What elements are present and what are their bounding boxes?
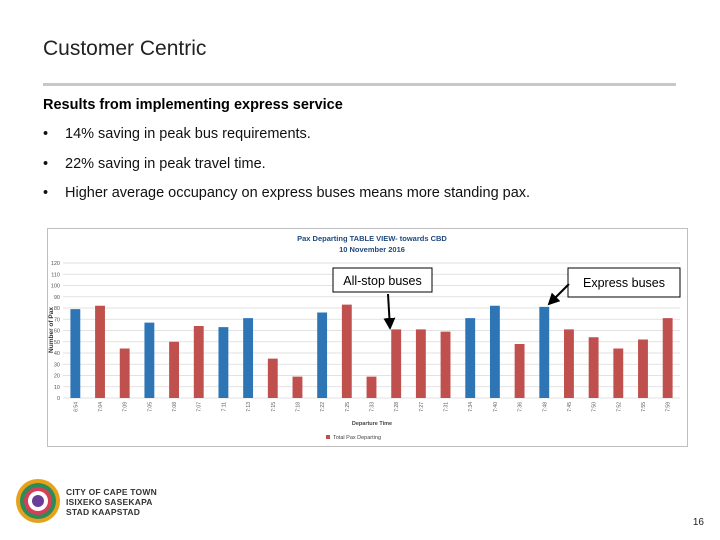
y-tick-label: 40: [54, 351, 60, 357]
bar: [95, 305, 105, 398]
annotation-arrow: [383, 293, 396, 330]
x-tick-label: 6:54: [73, 402, 79, 412]
bullet: • 22% saving in peak travel time.: [43, 156, 266, 172]
bar: [317, 312, 328, 398]
y-tick-label: 50: [54, 340, 60, 346]
bar: [341, 304, 352, 398]
x-tick-label: 7:11: [221, 402, 227, 412]
y-tick-label: 90: [54, 295, 60, 301]
bar: [588, 337, 599, 398]
bar: [415, 329, 426, 398]
x-tick-label: 7:25: [345, 402, 351, 412]
x-tick-label: 7:22: [320, 402, 326, 412]
bar: [70, 309, 81, 398]
logo-text: STAD KAAPSTAD: [66, 507, 141, 517]
annotation-box: [567, 267, 681, 298]
x-tick-label: 7:52: [616, 402, 622, 412]
x-tick-label: 7:13: [246, 402, 252, 412]
bar: [514, 344, 525, 398]
x-tick-label: 7:15: [271, 402, 277, 412]
y-tick-label: 80: [54, 306, 60, 312]
annotation-box: [332, 267, 433, 293]
bar: [391, 329, 402, 398]
x-tick-label: 7:34: [468, 402, 474, 412]
bullet-text: 22% saving in peak travel time.: [65, 156, 266, 172]
y-tick-label: 110: [51, 272, 60, 278]
bar: [169, 341, 179, 398]
bullet-text: Higher average occupancy on express buse…: [65, 185, 531, 201]
title-rule: [43, 83, 676, 86]
x-tick-label: 7:59: [666, 402, 672, 412]
logo-text: ISIXEKO SASEKAPA: [66, 497, 153, 507]
x-tick-label: 7:36: [518, 402, 524, 412]
x-tick-label: 7:07: [197, 402, 203, 412]
bar: [539, 306, 550, 398]
bullet: • 14% saving in peak bus requirements.: [43, 126, 311, 142]
chart-subtitle: 10 November 2016: [339, 245, 405, 254]
y-tick-label: 30: [54, 362, 60, 368]
y-tick-label: 100: [51, 284, 60, 290]
bullet-text: 14% saving in peak bus requirements.: [65, 126, 311, 142]
bar: [564, 329, 574, 398]
x-tick-label: 7:18: [295, 402, 301, 412]
x-tick-label: 7:09: [123, 402, 129, 412]
slide-subtitle: Results from implementing express servic…: [43, 97, 343, 113]
bar: [119, 348, 130, 398]
x-tick-label: 7:48: [542, 402, 548, 412]
bar: [366, 376, 377, 398]
bar: [489, 305, 500, 398]
x-tick-label: 7:55: [641, 402, 647, 412]
x-tick-label: 7:28: [394, 402, 400, 412]
x-tick-label: 7:04: [98, 402, 104, 412]
chart-title: Pax Departing TABLE VIEW- towards CBD: [297, 234, 447, 243]
chart: Pax Departing TABLE VIEW- towards CBD 10…: [47, 228, 688, 447]
bar: [440, 331, 451, 398]
bar: [193, 326, 204, 398]
x-tick-label: 7:33: [370, 402, 376, 412]
x-tick-label: 7:08: [172, 402, 178, 412]
legend-swatch: [326, 435, 330, 439]
x-tick-label: 7:05: [147, 402, 153, 412]
y-tick-label: 70: [54, 317, 60, 323]
x-tick-label: 7:40: [493, 402, 499, 412]
x-tick-label: 7:31: [444, 402, 450, 412]
annotation-arrow: [547, 283, 570, 306]
bar: [144, 322, 155, 398]
slide-title: Customer Centric: [43, 37, 207, 60]
annotation: All-stop buses: [343, 274, 422, 288]
bullet: • Higher average occupancy on express bus…: [43, 185, 531, 201]
bar: [218, 327, 229, 398]
x-tick-label: 7:27: [419, 402, 425, 412]
bar: [267, 358, 278, 398]
y-tick-label: 120: [51, 261, 60, 267]
y-tick-label: 20: [54, 374, 60, 380]
bar: [465, 318, 476, 398]
bar: [662, 318, 673, 398]
bar: [292, 376, 303, 398]
legend-label: Total Pax Departing: [333, 435, 381, 441]
x-axis-label: Departure Time: [352, 421, 392, 427]
y-axis-label: Number of Pax: [48, 307, 55, 353]
y-tick-label: 0: [57, 396, 60, 402]
bar: [613, 348, 624, 398]
annotation: Express buses: [583, 276, 665, 290]
bar: [243, 318, 254, 398]
x-tick-label: 7:45: [567, 402, 573, 412]
y-tick-label: 60: [54, 329, 60, 335]
bar: [638, 339, 648, 398]
city-logo: [16, 479, 60, 523]
page-number: 16: [692, 517, 704, 528]
x-tick-label: 7:50: [592, 402, 598, 412]
y-tick-label: 10: [54, 385, 60, 391]
logo-text: CITY OF CAPE TOWN: [66, 487, 157, 497]
